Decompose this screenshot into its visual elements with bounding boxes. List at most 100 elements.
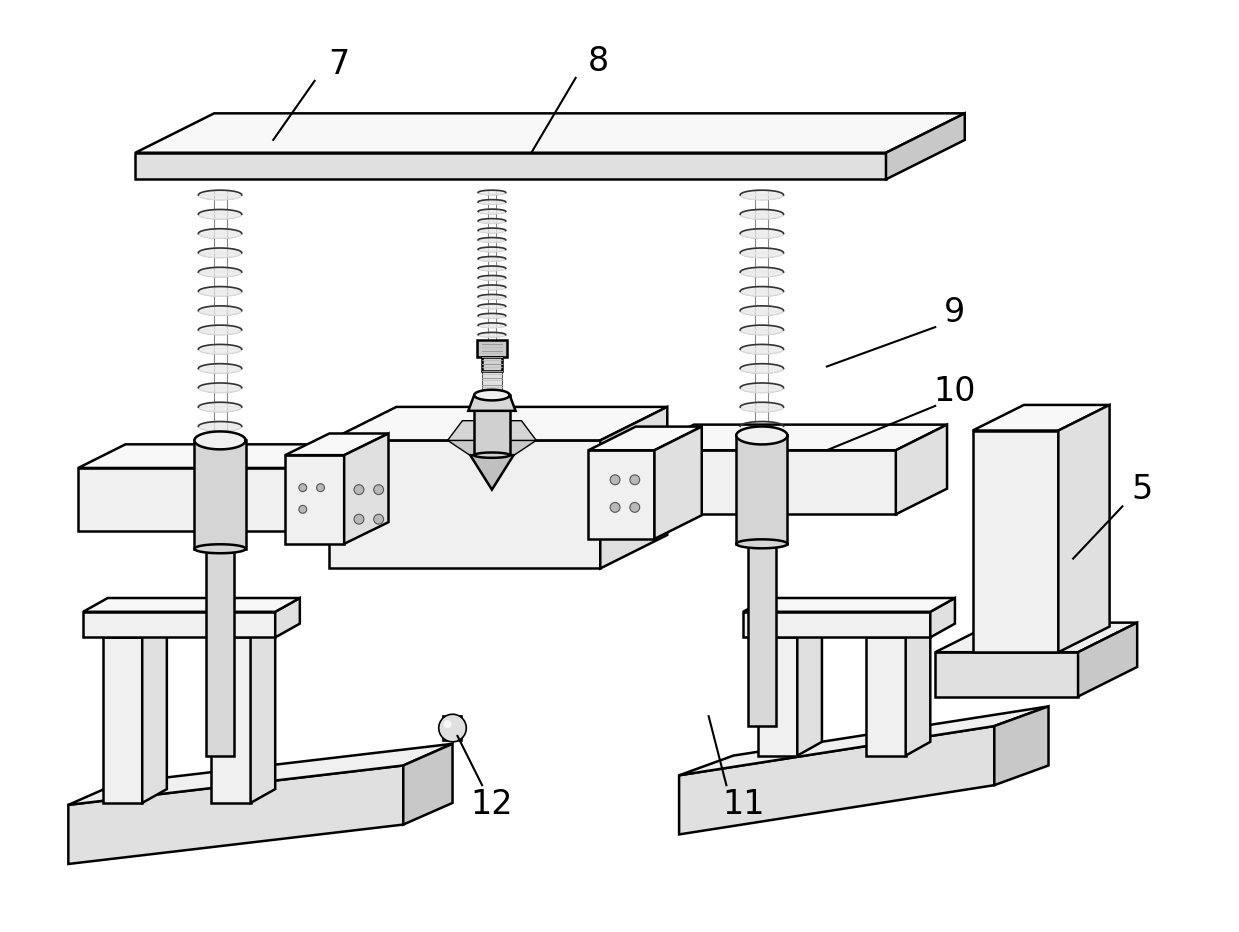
Polygon shape: [198, 421, 242, 432]
Circle shape: [610, 502, 620, 513]
Circle shape: [374, 485, 384, 495]
Polygon shape: [475, 453, 509, 458]
Polygon shape: [679, 706, 1048, 775]
Text: 9: 9: [944, 295, 965, 329]
Polygon shape: [198, 383, 242, 392]
Polygon shape: [478, 276, 506, 281]
Polygon shape: [930, 598, 955, 637]
Polygon shape: [740, 403, 783, 412]
Text: 12: 12: [471, 788, 513, 821]
Polygon shape: [195, 441, 245, 549]
Polygon shape: [906, 624, 930, 756]
Text: 7: 7: [328, 48, 349, 80]
Circle shape: [610, 475, 620, 485]
Circle shape: [299, 505, 307, 514]
Polygon shape: [475, 390, 509, 401]
Circle shape: [439, 714, 466, 742]
Polygon shape: [654, 427, 701, 539]
Polygon shape: [403, 744, 452, 825]
Polygon shape: [995, 706, 1048, 785]
Polygon shape: [935, 623, 1137, 652]
Polygon shape: [442, 716, 462, 741]
Polygon shape: [103, 624, 167, 637]
Polygon shape: [300, 445, 347, 531]
Polygon shape: [740, 286, 783, 296]
Polygon shape: [344, 433, 389, 544]
Polygon shape: [83, 611, 275, 637]
Circle shape: [374, 514, 384, 524]
Polygon shape: [478, 219, 506, 224]
Polygon shape: [740, 267, 783, 277]
Polygon shape: [478, 209, 506, 213]
Polygon shape: [195, 544, 245, 554]
Polygon shape: [740, 345, 783, 354]
Polygon shape: [198, 306, 242, 316]
Polygon shape: [482, 342, 502, 396]
Polygon shape: [135, 153, 886, 179]
Polygon shape: [743, 598, 955, 611]
Polygon shape: [740, 248, 783, 257]
Polygon shape: [198, 363, 242, 374]
Polygon shape: [478, 190, 506, 195]
Polygon shape: [896, 425, 947, 514]
Polygon shape: [195, 432, 245, 449]
Polygon shape: [330, 407, 668, 441]
Polygon shape: [482, 357, 502, 372]
Polygon shape: [643, 450, 896, 514]
Polygon shape: [198, 228, 242, 239]
Polygon shape: [935, 652, 1078, 696]
Polygon shape: [748, 544, 776, 726]
Polygon shape: [740, 306, 783, 316]
Polygon shape: [78, 468, 300, 531]
Polygon shape: [1078, 623, 1137, 696]
Polygon shape: [211, 637, 250, 802]
Polygon shape: [740, 383, 783, 392]
Polygon shape: [866, 637, 906, 756]
Polygon shape: [736, 435, 788, 544]
Text: 5: 5: [1131, 473, 1152, 506]
Text: 10: 10: [934, 375, 976, 407]
Polygon shape: [198, 286, 242, 296]
Polygon shape: [478, 333, 506, 337]
Polygon shape: [285, 433, 389, 455]
Polygon shape: [740, 190, 783, 199]
Polygon shape: [198, 403, 242, 412]
Polygon shape: [330, 441, 600, 569]
Polygon shape: [103, 637, 142, 802]
Polygon shape: [68, 744, 452, 805]
Polygon shape: [198, 248, 242, 257]
Polygon shape: [1058, 404, 1110, 652]
Polygon shape: [736, 540, 788, 548]
Polygon shape: [447, 420, 536, 441]
Polygon shape: [736, 427, 788, 445]
Text: 8: 8: [587, 45, 608, 77]
Polygon shape: [198, 267, 242, 277]
Polygon shape: [600, 407, 668, 569]
Polygon shape: [740, 210, 783, 219]
Polygon shape: [135, 114, 965, 153]
Polygon shape: [478, 304, 506, 308]
Polygon shape: [275, 598, 300, 637]
Polygon shape: [740, 325, 783, 335]
Circle shape: [354, 485, 364, 495]
Polygon shape: [679, 726, 995, 834]
Polygon shape: [758, 637, 798, 756]
Polygon shape: [447, 441, 536, 470]
Polygon shape: [478, 295, 506, 299]
Polygon shape: [478, 228, 506, 233]
Polygon shape: [740, 441, 783, 450]
Polygon shape: [478, 256, 506, 261]
Polygon shape: [198, 210, 242, 219]
Polygon shape: [478, 322, 506, 328]
Polygon shape: [478, 266, 506, 271]
Polygon shape: [477, 340, 507, 357]
Polygon shape: [83, 598, 300, 611]
Polygon shape: [589, 450, 654, 539]
Polygon shape: [68, 765, 403, 864]
Polygon shape: [740, 363, 783, 374]
Polygon shape: [743, 611, 930, 637]
Polygon shape: [886, 114, 965, 179]
Polygon shape: [478, 313, 506, 318]
Circle shape: [629, 475, 639, 485]
Circle shape: [629, 502, 639, 513]
